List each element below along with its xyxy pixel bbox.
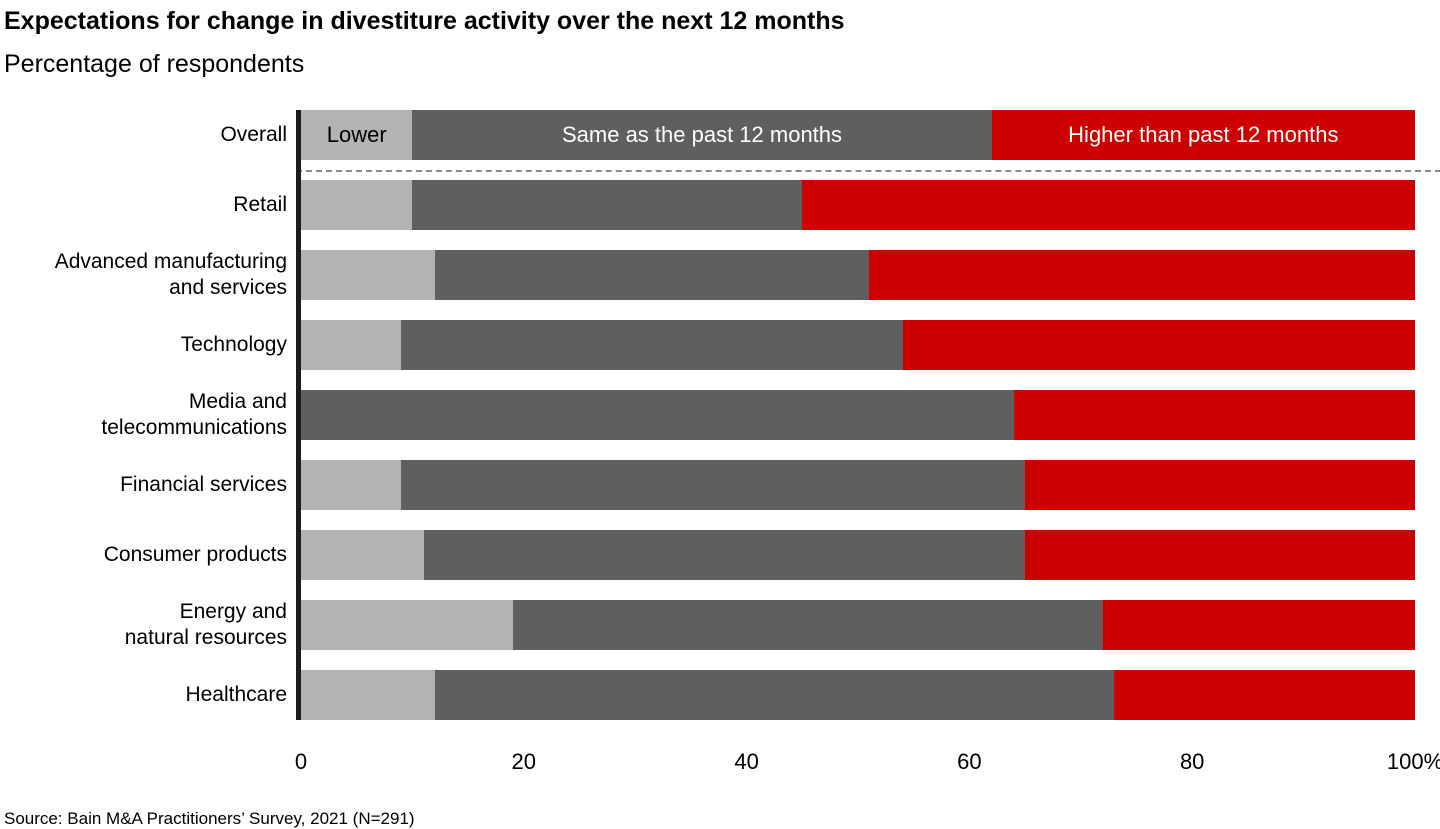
bar-segment-higher [869,250,1415,300]
bar-row: Healthcare [4,670,1440,720]
chart-page: Expectations for change in divestiture a… [4,7,1440,828]
x-tick-label: 100% [1386,749,1440,774]
category-label: Energy and natural resources [124,600,287,649]
bar-row: Overall Lower Same as the past 12 months Hi… [4,110,1440,160]
bar-segment-higher [902,320,1415,370]
bar-segment-lower [301,180,413,230]
legend-label-same: Same as the past 12 months [561,122,843,147]
bar-segment-same [401,320,903,370]
bar-track: Lower Same as the past 12 months Higher th… [301,110,1415,160]
category-label: Retail [233,193,287,216]
bar-segment-same [423,530,1026,580]
bar-segment-higher: Higher than past 12 months [991,110,1415,160]
bar-row: Energy and natural resources [4,600,1440,650]
category-label: Advanced manufacturing and services [54,250,287,299]
source-note: Source: Bain M&A Practitioners’ Survey, … [4,809,415,828]
bar-segment-lower [301,250,435,300]
category-label: Healthcare [185,683,287,706]
bar-segment-lower [301,320,402,370]
category-label: Overall [220,123,287,146]
bar-segment-same [301,390,1014,440]
bar-segment-lower [301,600,513,650]
bar-segment-lower [301,670,435,720]
bars-container: Overall Lower Same as the past 12 months Hi… [4,110,1440,720]
dashed-separator [296,170,1440,172]
bar-segment-lower: Lower [301,110,413,160]
bar-segment-same [434,250,870,300]
bar-row: Retail [4,180,1440,230]
bar-segment-higher [1103,600,1415,650]
y-axis-line [296,110,301,720]
x-tick-label: 40 [734,749,759,774]
x-tick-label: 0 [294,749,308,774]
chart-title: Expectations for change in divestiture a… [4,7,845,35]
bar-track [301,530,1415,580]
x-tick-label: 20 [511,749,537,774]
bar-track [301,250,1415,300]
chart-subtitle: Percentage of respondents [4,50,305,78]
bar-row: Consumer products [4,530,1440,580]
category-label: Media and telecommunications [101,390,287,439]
bar-row: Technology [4,320,1440,370]
bar-track [301,600,1415,650]
bar-segment-same [412,180,803,230]
bar-segment-higher [802,180,1415,230]
bar-track [301,390,1415,440]
bar-row: Financial services [4,460,1440,510]
category-label: Technology [180,333,287,356]
bar-segment-same: Same as the past 12 months [412,110,992,160]
bar-row: Advanced manufacturing and services [4,250,1440,300]
x-axis-tick-row: 0 20 40 60 80 100% [295,740,1440,780]
bar-row: Media and telecommunications [4,390,1440,440]
category-label: Consumer products [103,543,287,566]
bar-segment-same [512,600,1104,650]
bar-segment-higher [1013,390,1415,440]
bar-track [301,670,1415,720]
bar-track [301,180,1415,230]
stacked-bar-chart: Overall Lower Same as the past 12 months Hi… [4,110,1440,780]
bar-segment-same [401,460,1026,510]
bar-segment-higher [1025,460,1415,510]
x-tick-label: 60 [957,749,982,774]
bar-segment-same [434,670,1115,720]
bar-segment-lower [301,530,424,580]
legend-label-higher: Higher than past 12 months [1068,122,1339,147]
bar-track [301,320,1415,370]
legend-label-lower: Lower [326,122,387,147]
x-tick-label: 80 [1179,749,1205,774]
bar-track [301,460,1415,510]
bar-segment-lower [301,460,402,510]
category-label: Financial services [120,473,287,496]
bar-segment-higher [1114,670,1415,720]
bar-segment-higher [1025,530,1415,580]
